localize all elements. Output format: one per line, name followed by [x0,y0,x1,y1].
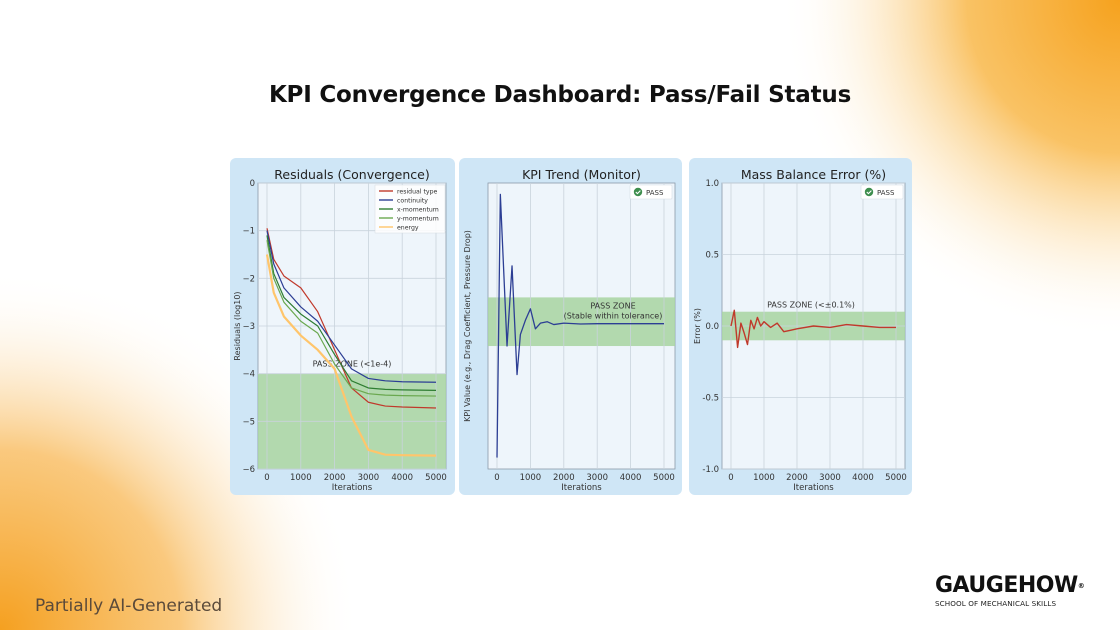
x-tick-label: 2000 [786,473,808,483]
chart-title: Mass Balance Error (%) [741,167,886,182]
x-tick-label: 2000 [324,473,346,483]
brand-logo: GAUGEHOW® SCHOOL OF MECHANICAL SKILLS [935,573,1100,609]
pass-zone [488,297,675,347]
page-title: KPI Convergence Dashboard: Pass/Fail Sta… [268,82,852,108]
x-axis-label: Iterations [561,483,602,493]
pass-zone-sublabel: (Stable within tolerance) [564,311,663,320]
y-tick-label: −4 [242,370,255,380]
series-line [266,228,437,409]
registered-mark: ® [1077,582,1085,590]
series-line [266,230,437,383]
y-tick-label: −1 [242,227,255,237]
pass-zone-label: PASS ZONE [590,301,635,310]
x-tick-label: 0 [264,473,269,483]
x-tick-label: 1000 [520,473,542,483]
x-tick-label: 0 [728,473,733,483]
check-circle-icon [864,187,874,197]
y-tick-label: −6 [242,465,255,475]
mass-balance-chart-panel: Mass Balance Error (%) 1.0 0.5 0.0 -0.5 -1.0 0… [689,158,912,495]
mass-balance-chart: Mass Balance Error (%) 1.0 0.5 0.0 -0.5 -1.0 0… [693,167,907,493]
x-tick-label: 2000 [553,473,575,483]
error-line [730,309,896,349]
x-tick-label: 1000 [753,473,775,483]
y-tick-label: -0.5 [702,394,719,404]
kpi-trend-chart-panel: KPI Trend (Monitor) 0 1000 2000 3000 4000 5000… [459,158,682,495]
y-tick-label: −5 [242,417,255,427]
y-axis-label: Error (%) [693,308,702,344]
kpi-line [496,193,664,458]
y-tick-label: 0.0 [705,322,719,332]
residuals-chart: Residuals (Convergence) 0 −1 −2 −3 −4 −5 −6 0 100… [233,167,447,493]
ai-generated-note: Partially AI-Generated [35,596,223,616]
legend-item: y-momentum [397,216,439,223]
x-tick-label: 3000 [586,473,608,483]
chart-title: Residuals (Convergence) [274,167,429,182]
y-tick-label: 1.0 [705,179,719,189]
series-line [265,254,437,457]
pass-zone-label: PASS ZONE (<±0.1%) [767,300,855,309]
y-axis-label: Residuals (log10) [233,291,242,360]
x-axis-label: Iterations [793,483,834,493]
x-tick-label: 3000 [819,473,841,483]
y-tick-label: -1.0 [702,465,719,475]
pass-badge: PASS [629,184,673,200]
pass-badge: PASS [860,184,904,200]
pass-zone-label: PASS ZONE (<1e-4) [313,360,392,369]
legend-item: continuity [397,198,428,205]
y-tick-label: −3 [242,322,255,332]
x-tick-label: 5000 [653,473,675,483]
series-line [266,235,437,391]
x-tick-label: 1000 [290,473,312,483]
x-tick-label: 3000 [358,473,380,483]
x-tick-label: 5000 [425,473,447,483]
kpi-trend-chart: KPI Trend (Monitor) 0 1000 2000 3000 4000 5000… [463,167,676,493]
legend-item: x-momentum [397,207,439,214]
legend: residual type continuity x-momentum y-momen… [374,184,446,234]
svg-text:PASS: PASS [646,189,664,197]
x-tick-label: 4000 [852,473,874,483]
brand-tagline: SCHOOL OF MECHANICAL SKILLS [935,599,1057,608]
legend-item: residual type [397,189,437,196]
x-axis-label: Iterations [332,483,373,493]
x-tick-label: 5000 [885,473,907,483]
brand-name: GAUGEHOW [935,573,1078,598]
check-circle-icon [633,187,643,197]
y-tick-label: 0.5 [705,251,719,261]
svg-text:PASS: PASS [877,189,895,197]
y-tick-label: 0 [250,179,255,189]
y-tick-label: −2 [242,274,255,284]
residuals-chart-panel: Residuals (Convergence) 0 −1 −2 −3 −4 −5 −6 0 100… [230,158,455,495]
chart-title: KPI Trend (Monitor) [522,167,641,182]
x-tick-label: 4000 [620,473,642,483]
x-tick-label: 0 [494,473,499,483]
x-tick-label: 4000 [391,473,413,483]
y-axis-label: KPI Value (e.g., Drag Coefficient, Press… [463,230,472,422]
legend-item: energy [397,225,419,232]
series-line [266,240,437,397]
